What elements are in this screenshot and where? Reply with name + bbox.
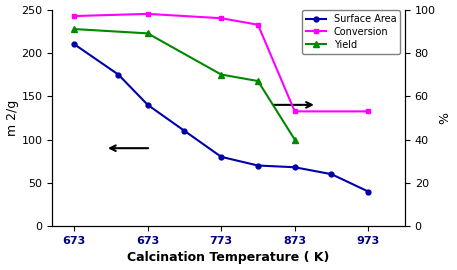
Conversion	[145, 12, 150, 15]
Conversion	[71, 14, 77, 18]
Surface Area	[116, 73, 121, 76]
Conversion	[366, 110, 371, 113]
Surface Area	[71, 43, 77, 46]
Y-axis label: %: %	[438, 112, 452, 124]
Surface Area	[145, 103, 150, 106]
Line: Surface Area: Surface Area	[72, 42, 371, 194]
Yield	[292, 138, 298, 141]
Yield	[255, 79, 260, 83]
Surface Area	[218, 155, 224, 158]
Conversion	[292, 110, 298, 113]
Surface Area	[292, 166, 298, 169]
Line: Conversion: Conversion	[72, 11, 371, 114]
Conversion	[218, 16, 224, 20]
Surface Area	[255, 164, 260, 167]
X-axis label: Calcination Temperature ( K): Calcination Temperature ( K)	[128, 251, 330, 264]
Yield	[218, 73, 224, 76]
Yield	[145, 32, 150, 35]
Surface Area	[182, 129, 187, 133]
Yield	[71, 28, 77, 31]
Conversion	[255, 23, 260, 26]
Surface Area	[366, 190, 371, 193]
Legend: Surface Area, Conversion, Yield: Surface Area, Conversion, Yield	[303, 10, 400, 54]
Surface Area	[329, 173, 334, 176]
Line: Yield: Yield	[71, 26, 298, 142]
Y-axis label: m 2/g: m 2/g	[5, 100, 19, 136]
